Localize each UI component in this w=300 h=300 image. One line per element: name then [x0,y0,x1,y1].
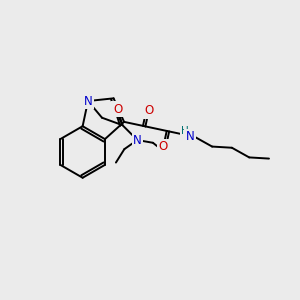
Text: N: N [186,130,194,143]
Text: H: H [181,125,189,136]
Text: O: O [113,103,122,116]
Text: N: N [84,94,92,107]
Text: N: N [133,134,142,146]
Text: O: O [159,140,168,153]
Text: O: O [144,104,153,117]
